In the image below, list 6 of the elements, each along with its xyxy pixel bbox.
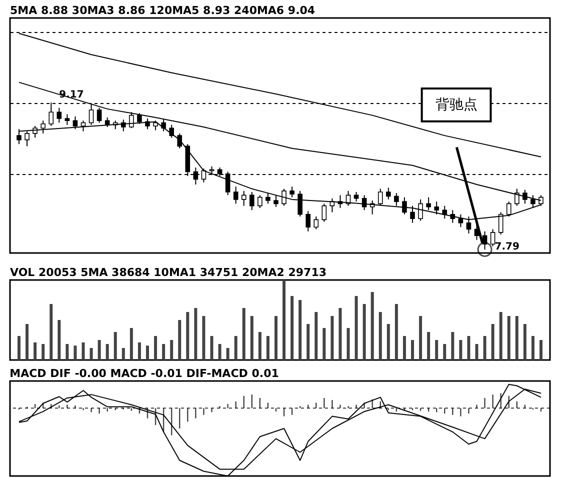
chart-title: VOL 20053 5MA 38684 10MA1 34751 20MA2 29713 [10, 266, 327, 279]
annotation: 9.17 [59, 90, 84, 101]
annotation: 背驰点 [435, 96, 478, 113]
annotation: 7.79 [494, 241, 520, 252]
chart-title: MACD DIF -0.00 MACD -0.01 DIF-MACD 0.01 [10, 367, 279, 380]
chart-title: 5MA 8.88 30MA3 8.86 120MA5 8.93 240MA6 9.04 [10, 4, 316, 17]
